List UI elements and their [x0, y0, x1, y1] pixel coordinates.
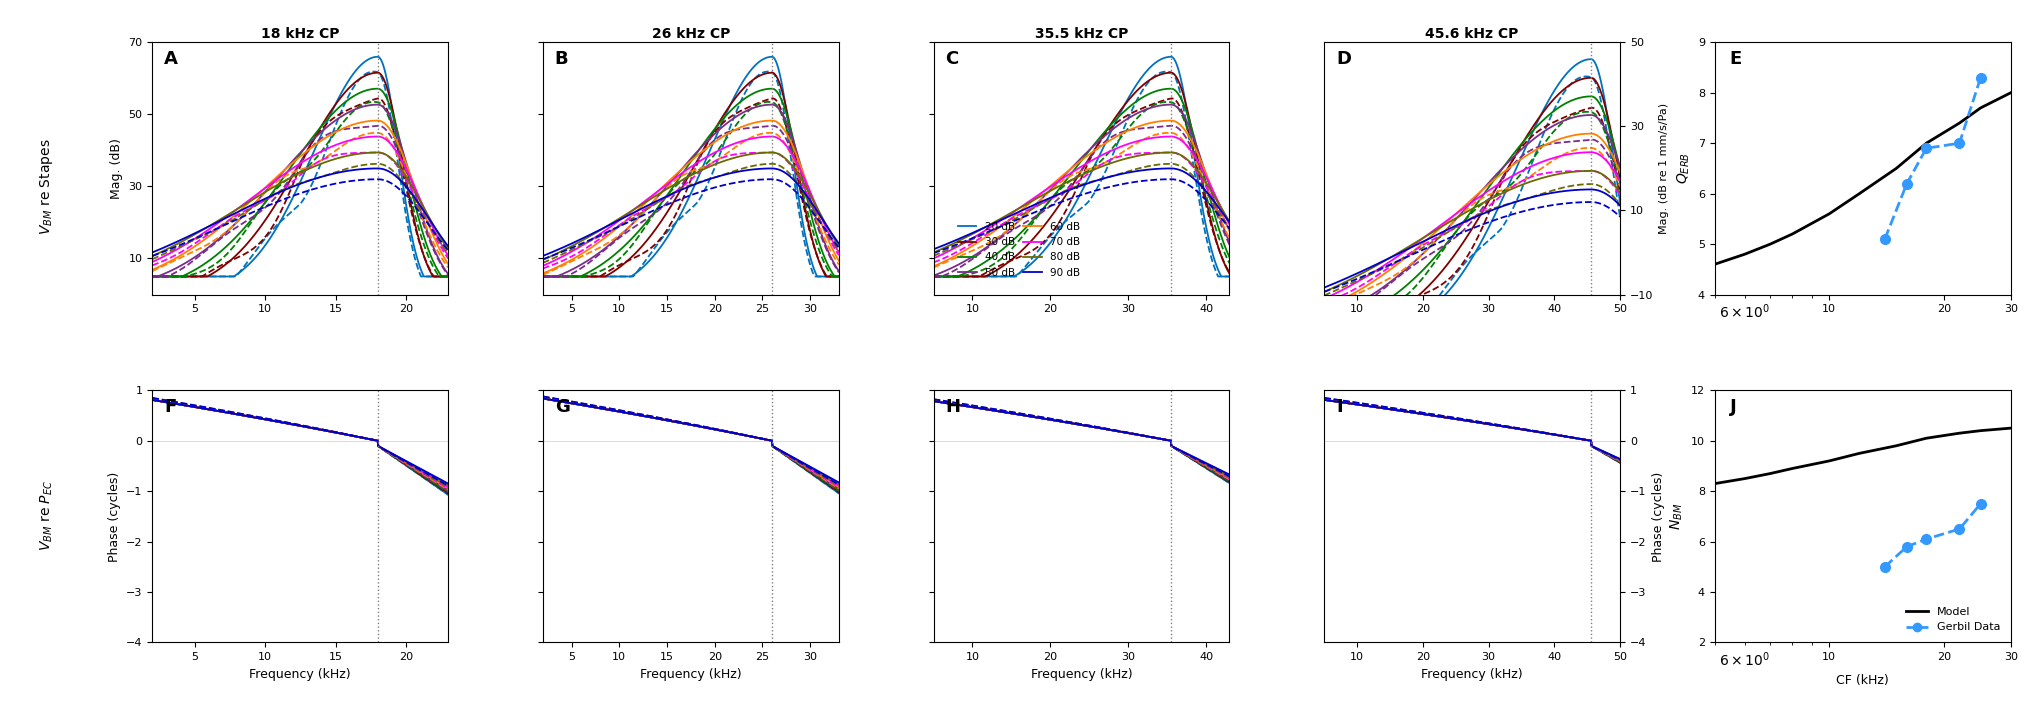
Model	[1912, 434, 1937, 443]
Y-axis label: Mag. (dB re 1 mm/s/Pa): Mag. (dB re 1 mm/s/Pa)	[1659, 103, 1669, 234]
Text: C: C	[944, 50, 958, 68]
Text: E: E	[1730, 50, 1742, 68]
Line: Gerbil Data: Gerbil Data	[1880, 499, 1985, 572]
Gerbil Data	[1894, 542, 1918, 551]
Text: H: H	[944, 398, 960, 416]
Text: I: I	[1336, 398, 1342, 416]
Model	[1817, 457, 1841, 465]
Title: 26 kHz CP: 26 kHz CP	[652, 28, 729, 41]
Gerbil Data	[1947, 525, 1971, 533]
Model	[1758, 469, 1782, 478]
Text: $V_{BM}$ re $P_{EC}$: $V_{BM}$ re $P_{EC}$	[39, 480, 55, 551]
Text: B: B	[554, 50, 568, 68]
Legend: Model, Gerbil Data: Model, Gerbil Data	[1900, 602, 2004, 637]
Model	[1884, 441, 1908, 450]
Gerbil Data	[1872, 563, 1896, 571]
Model	[1701, 479, 1726, 488]
X-axis label: Frequency (kHz): Frequency (kHz)	[1421, 668, 1522, 681]
Text: D: D	[1336, 50, 1350, 68]
X-axis label: Frequency (kHz): Frequency (kHz)	[639, 668, 741, 681]
Text: F: F	[164, 398, 177, 416]
Y-axis label: $N_{BM}$: $N_{BM}$	[1669, 503, 1685, 530]
X-axis label: Frequency (kHz): Frequency (kHz)	[1029, 668, 1133, 681]
Text: J: J	[1730, 398, 1736, 416]
Y-axis label: Mag. (dB): Mag. (dB)	[110, 138, 124, 199]
Text: A: A	[164, 50, 179, 68]
Title: 18 kHz CP: 18 kHz CP	[262, 28, 339, 41]
Model	[1947, 429, 1971, 438]
Model	[1780, 465, 1805, 473]
X-axis label: CF (kHz): CF (kHz)	[1835, 674, 1888, 687]
Gerbil Data	[1912, 535, 1937, 544]
Model	[1967, 426, 1991, 435]
X-axis label: Frequency (kHz): Frequency (kHz)	[250, 668, 351, 681]
Text: $V_{BM}$ re Stapes: $V_{BM}$ re Stapes	[39, 139, 55, 235]
Text: G: G	[554, 398, 568, 416]
Model	[1845, 449, 1870, 457]
Model	[1732, 474, 1756, 483]
Line: Model: Model	[1713, 428, 2010, 484]
Title: 35.5 kHz CP: 35.5 kHz CP	[1035, 28, 1127, 41]
Legend: 20 dB, 30 dB, 40 dB, 50 dB, 60 dB, 70 dB, 80 dB, 90 dB: 20 dB, 30 dB, 40 dB, 50 dB, 60 dB, 70 dB…	[952, 217, 1084, 282]
Model	[1998, 424, 2022, 432]
Y-axis label: $Q_{ERB}$: $Q_{ERB}$	[1675, 152, 1691, 184]
Y-axis label: Phase (cycles): Phase (cycles)	[1650, 472, 1665, 561]
Title: 45.6 kHz CP: 45.6 kHz CP	[1425, 28, 1518, 41]
Gerbil Data	[1967, 500, 1991, 508]
Y-axis label: Phase (cycles): Phase (cycles)	[108, 472, 120, 561]
